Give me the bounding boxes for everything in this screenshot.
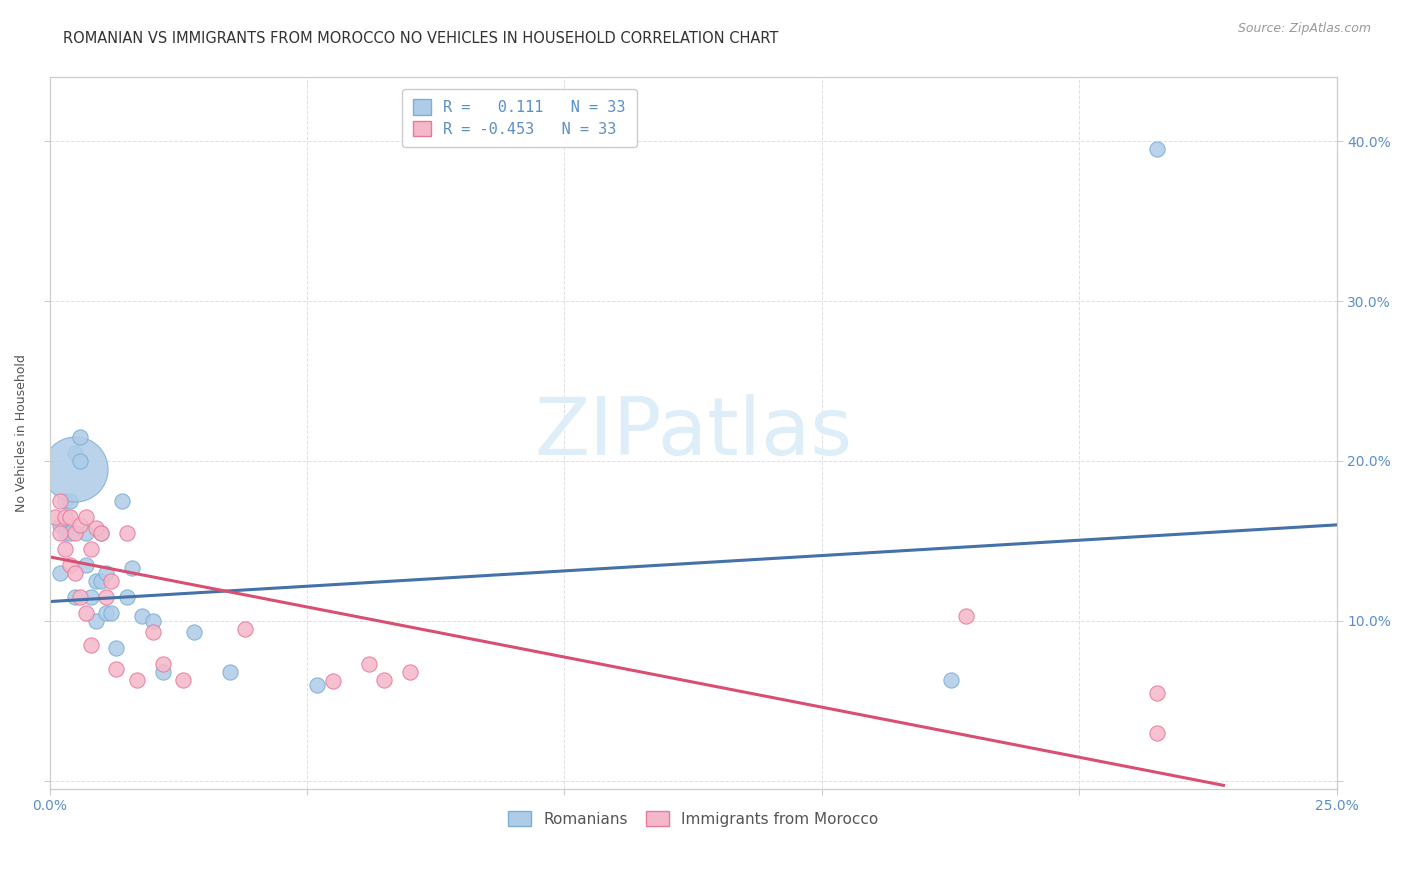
Point: [65, 525, 87, 540]
Point: [121, 561, 143, 575]
Point: [84, 574, 107, 588]
Point: [65, 462, 87, 476]
Point: [1146, 142, 1168, 156]
Point: [96, 606, 118, 620]
Point: [100, 606, 122, 620]
Point: [53, 509, 76, 524]
Point: [131, 609, 153, 624]
Point: [65, 590, 87, 604]
Point: [141, 624, 163, 639]
Point: [96, 590, 118, 604]
Point: [75, 606, 97, 620]
Point: [105, 662, 128, 676]
Point: [75, 509, 97, 524]
Point: [373, 673, 395, 687]
Point: [65, 566, 87, 580]
Point: [1146, 686, 1168, 700]
Point: [69, 517, 91, 532]
Point: [49, 525, 72, 540]
Point: [59, 494, 82, 508]
Point: [65, 446, 87, 460]
Legend: Romanians, Immigrants from Morocco: Romanians, Immigrants from Morocco: [501, 803, 886, 834]
Point: [218, 665, 240, 679]
Point: [49, 494, 72, 508]
Point: [80, 541, 103, 556]
Point: [152, 665, 174, 679]
Point: [84, 614, 107, 628]
Point: [399, 665, 422, 679]
Point: [69, 430, 91, 444]
Point: [84, 521, 107, 535]
Point: [125, 673, 148, 687]
Point: [183, 624, 205, 639]
Point: [96, 566, 118, 580]
Point: [307, 678, 329, 692]
Point: [49, 517, 72, 532]
Point: [233, 622, 256, 636]
Point: [69, 590, 91, 604]
Point: [90, 525, 112, 540]
Point: [69, 454, 91, 468]
Text: ROMANIAN VS IMMIGRANTS FROM MOROCCO NO VEHICLES IN HOUSEHOLD CORRELATION CHART: ROMANIAN VS IMMIGRANTS FROM MOROCCO NO V…: [63, 31, 779, 46]
Point: [939, 673, 962, 687]
Point: [105, 640, 128, 655]
Point: [90, 574, 112, 588]
Point: [59, 525, 82, 540]
Point: [59, 558, 82, 572]
Point: [152, 657, 174, 671]
Point: [357, 657, 380, 671]
Y-axis label: No Vehicles in Household: No Vehicles in Household: [15, 354, 28, 512]
Point: [80, 590, 103, 604]
Point: [53, 494, 76, 508]
Text: ZIPatlas: ZIPatlas: [534, 394, 852, 472]
Text: Source: ZipAtlas.com: Source: ZipAtlas.com: [1237, 22, 1371, 36]
Point: [75, 558, 97, 572]
Point: [80, 638, 103, 652]
Point: [59, 509, 82, 524]
Point: [955, 609, 977, 624]
Point: [141, 614, 163, 628]
Point: [53, 541, 76, 556]
Point: [1146, 725, 1168, 739]
Point: [53, 525, 76, 540]
Point: [44, 509, 66, 524]
Point: [110, 494, 132, 508]
Point: [49, 566, 72, 580]
Point: [100, 574, 122, 588]
Point: [90, 525, 112, 540]
Point: [115, 525, 138, 540]
Point: [115, 590, 138, 604]
Point: [75, 525, 97, 540]
Point: [322, 674, 344, 689]
Point: [172, 673, 194, 687]
